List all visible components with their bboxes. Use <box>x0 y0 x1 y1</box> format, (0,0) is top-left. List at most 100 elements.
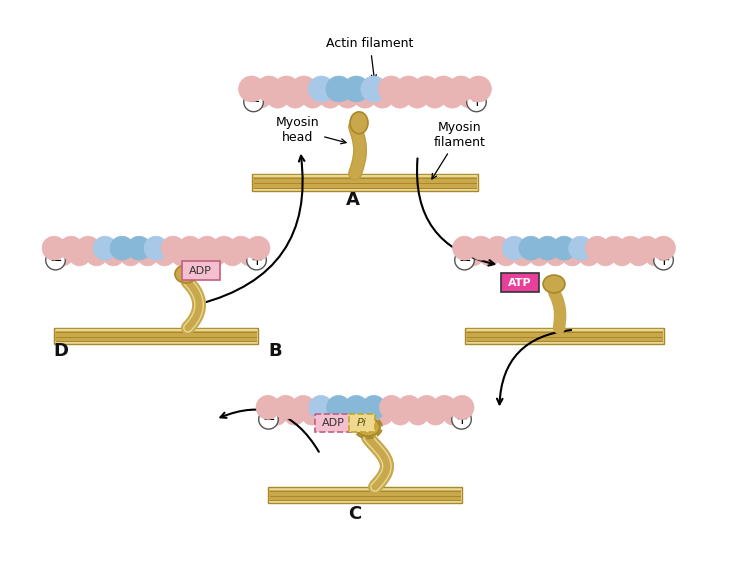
Circle shape <box>284 85 307 108</box>
Text: Actin filament: Actin filament <box>326 37 414 80</box>
Circle shape <box>93 236 117 260</box>
Text: Myosin
filament: Myosin filament <box>432 120 485 179</box>
Text: ATP: ATP <box>508 278 532 287</box>
Circle shape <box>103 245 124 266</box>
Circle shape <box>127 236 151 260</box>
Circle shape <box>628 245 649 266</box>
Circle shape <box>284 404 305 425</box>
Circle shape <box>212 236 236 260</box>
Bar <box>466 331 663 341</box>
FancyBboxPatch shape <box>502 273 539 292</box>
Circle shape <box>246 236 270 260</box>
Circle shape <box>569 236 593 260</box>
Circle shape <box>602 236 626 260</box>
Circle shape <box>256 395 280 419</box>
Text: ADP: ADP <box>322 418 345 428</box>
Circle shape <box>645 245 666 266</box>
Circle shape <box>309 76 334 102</box>
Circle shape <box>188 245 209 266</box>
Circle shape <box>239 76 264 102</box>
Circle shape <box>545 245 566 266</box>
Text: A: A <box>346 191 360 210</box>
Circle shape <box>361 76 387 102</box>
Circle shape <box>431 76 456 102</box>
Circle shape <box>413 76 439 102</box>
Circle shape <box>362 395 385 419</box>
Circle shape <box>458 85 481 108</box>
Text: Myosin
head: Myosin head <box>275 116 346 144</box>
Text: −: − <box>49 253 62 268</box>
Circle shape <box>195 236 219 260</box>
Text: ADP: ADP <box>189 266 212 275</box>
Circle shape <box>585 236 609 260</box>
Circle shape <box>485 236 510 260</box>
Circle shape <box>154 245 175 266</box>
Circle shape <box>222 245 243 266</box>
Circle shape <box>380 395 404 419</box>
Circle shape <box>266 404 288 425</box>
Bar <box>55 331 257 341</box>
Circle shape <box>274 395 298 419</box>
Circle shape <box>355 404 375 425</box>
Circle shape <box>120 245 141 266</box>
FancyBboxPatch shape <box>268 487 462 503</box>
Circle shape <box>291 395 315 419</box>
Circle shape <box>388 85 411 108</box>
Circle shape <box>469 236 493 260</box>
Circle shape <box>466 76 491 102</box>
FancyBboxPatch shape <box>315 415 351 432</box>
Circle shape <box>450 395 474 419</box>
Circle shape <box>309 395 333 419</box>
Text: +: + <box>455 412 468 427</box>
Circle shape <box>161 236 185 260</box>
Circle shape <box>432 395 456 419</box>
Text: −: − <box>262 412 275 427</box>
Circle shape <box>448 76 474 102</box>
Circle shape <box>378 76 404 102</box>
Circle shape <box>336 85 359 108</box>
Text: −: − <box>247 94 260 110</box>
Circle shape <box>618 236 642 260</box>
Text: +: + <box>250 253 263 268</box>
Circle shape <box>390 404 411 425</box>
Circle shape <box>59 236 83 260</box>
Bar <box>269 490 461 500</box>
Circle shape <box>415 395 439 419</box>
Text: −: − <box>458 253 471 268</box>
Circle shape <box>595 245 616 266</box>
Circle shape <box>326 395 350 419</box>
Circle shape <box>337 404 358 425</box>
Circle shape <box>343 76 369 102</box>
Circle shape <box>205 245 226 266</box>
Circle shape <box>519 236 543 260</box>
Ellipse shape <box>175 265 197 283</box>
FancyBboxPatch shape <box>464 328 664 344</box>
Circle shape <box>52 245 73 266</box>
Ellipse shape <box>543 275 565 293</box>
Circle shape <box>462 245 483 266</box>
Text: C: C <box>348 505 361 523</box>
FancyBboxPatch shape <box>252 174 478 191</box>
Ellipse shape <box>350 112 368 133</box>
Circle shape <box>256 76 282 102</box>
Circle shape <box>441 85 464 108</box>
Circle shape <box>502 236 526 260</box>
Circle shape <box>86 245 107 266</box>
Text: B: B <box>269 341 283 360</box>
Circle shape <box>353 85 377 108</box>
Circle shape <box>425 404 446 425</box>
Circle shape <box>442 404 464 425</box>
Text: +: + <box>470 94 483 110</box>
Circle shape <box>372 404 393 425</box>
FancyBboxPatch shape <box>182 261 220 280</box>
Circle shape <box>110 236 134 260</box>
Circle shape <box>652 236 675 260</box>
Circle shape <box>512 245 533 266</box>
Circle shape <box>612 245 633 266</box>
Text: D: D <box>53 341 68 360</box>
Circle shape <box>496 245 517 266</box>
Bar <box>253 177 477 189</box>
Circle shape <box>407 404 429 425</box>
Circle shape <box>291 76 317 102</box>
Circle shape <box>42 236 66 260</box>
